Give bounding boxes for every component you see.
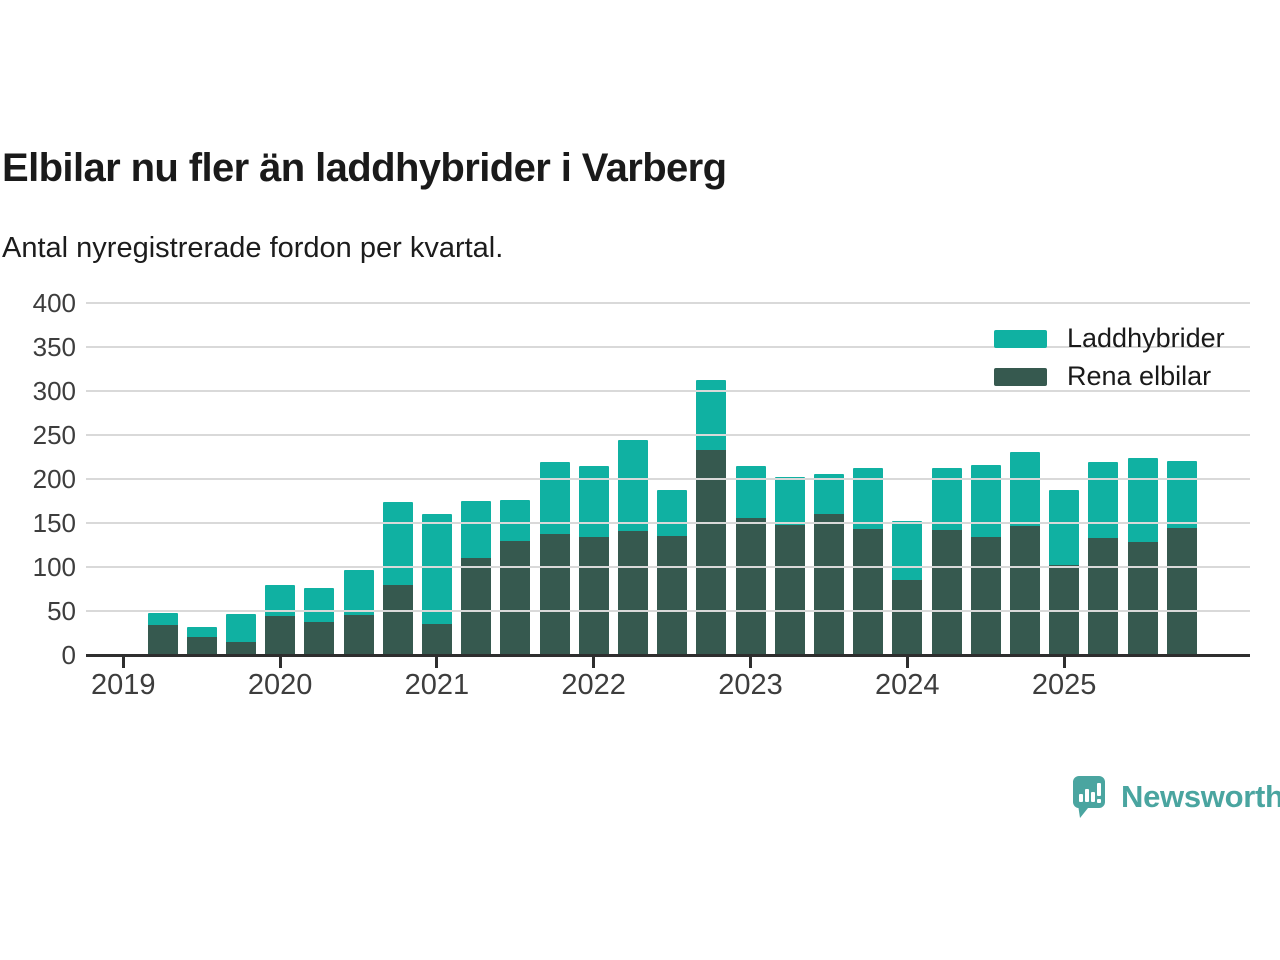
bar-segment-rena-elbilar	[657, 536, 688, 655]
bar-segment-rena-elbilar	[774, 524, 805, 655]
x-axis-tick-label: 2020	[247, 669, 313, 701]
x-axis-tick	[435, 657, 439, 668]
x-axis-tick	[592, 657, 596, 668]
bar-segment-rena-elbilar	[265, 616, 296, 655]
bar-segment-rena-elbilar	[578, 537, 609, 655]
bar-segment-laddhybrider	[382, 501, 413, 586]
bar-segment-laddhybrider	[657, 490, 688, 537]
bar-segment-rena-elbilar	[382, 585, 413, 655]
x-axis-tick	[121, 657, 125, 668]
legend-label-rena-elbilar: Rena elbilar	[1067, 361, 1212, 391]
gridline	[86, 434, 1250, 436]
gridline	[86, 390, 1250, 392]
legend-swatch-laddhybrider	[994, 329, 1047, 348]
bar-segment-laddhybrider	[931, 467, 962, 531]
y-axis-tick-label: 150	[32, 508, 76, 538]
legend-label-laddhybrider: Laddhybrider	[1067, 323, 1225, 353]
bar-segment-laddhybrider	[853, 467, 884, 530]
bar-segment-laddhybrider	[421, 514, 452, 625]
legend-swatch-rena-elbilar	[994, 367, 1047, 386]
bar-segment-laddhybrider	[1166, 461, 1197, 529]
x-axis-tick	[278, 657, 282, 668]
y-axis-tick-label: 300	[32, 376, 76, 406]
chart-subtitle: Antal nyregistrerade fordon per kvartal.	[2, 232, 504, 264]
bar-segment-rena-elbilar	[147, 625, 178, 655]
y-axis-tick-label: 100	[32, 552, 76, 582]
brand-footer: Newsworthy	[1072, 775, 1280, 819]
bar-segment-laddhybrider	[892, 521, 923, 581]
x-axis-tick	[905, 657, 909, 668]
bar-segment-laddhybrider	[735, 465, 766, 518]
x-axis-tick-label: 2019	[91, 669, 156, 701]
bar-segment-laddhybrider	[147, 612, 178, 626]
bar-segment-laddhybrider	[1049, 490, 1080, 566]
x-axis-line	[86, 654, 1250, 657]
bar-segment-laddhybrider	[617, 440, 648, 531]
bar-segment-laddhybrider	[304, 588, 335, 623]
y-axis-tick-label: 250	[32, 420, 76, 450]
bar-segment-rena-elbilar	[813, 514, 844, 655]
bar-segment-laddhybrider	[1009, 451, 1040, 526]
x-axis-tick-label: 2024	[875, 669, 940, 701]
gridline	[86, 302, 1250, 304]
y-axis-tick-label: 200	[32, 464, 76, 494]
bar-segment-rena-elbilar	[1127, 542, 1158, 655]
newsworthy-logo-icon	[1073, 776, 1105, 818]
bar-segment-rena-elbilar	[931, 530, 962, 655]
bar-segment-rena-elbilar	[892, 580, 923, 655]
bar-segment-rena-elbilar	[304, 622, 335, 655]
x-axis-tick-label: 2023	[718, 669, 783, 701]
y-axis-tick-label: 350	[32, 332, 76, 362]
bar-segment-rena-elbilar	[186, 637, 217, 655]
y-axis-tick-label: 0	[61, 640, 76, 670]
x-axis-tick-label: 2022	[561, 669, 626, 701]
legend-item-rena-elbilar: Rena elbilar	[994, 361, 1225, 391]
chart-title: Elbilar nu fler än laddhybrider i Varber…	[2, 146, 727, 190]
bar-segment-laddhybrider	[1088, 462, 1119, 538]
bar-segment-laddhybrider	[225, 613, 256, 642]
bar-segment-rena-elbilar	[343, 615, 374, 655]
bar-segment-laddhybrider	[1127, 457, 1158, 543]
bar-segment-rena-elbilar	[735, 517, 766, 655]
bar-segment-laddhybrider	[500, 500, 531, 542]
x-axis-tick	[1062, 657, 1066, 668]
bar-segment-rena-elbilar	[1166, 528, 1197, 655]
gridline	[86, 346, 1250, 348]
gridline	[86, 610, 1250, 612]
bar-segment-rena-elbilar	[970, 537, 1001, 655]
bar-segment-rena-elbilar	[461, 558, 492, 655]
bar-segment-rena-elbilar	[500, 541, 531, 655]
bar-segment-laddhybrider	[774, 477, 805, 525]
gridline	[86, 566, 1250, 568]
y-axis-tick-label: 400	[32, 288, 76, 318]
bar-segment-rena-elbilar	[1009, 525, 1040, 655]
x-axis-tick	[749, 657, 752, 668]
bar-segment-laddhybrider	[461, 501, 492, 559]
bar-segment-rena-elbilar	[853, 529, 884, 655]
bar-segment-rena-elbilar	[225, 641, 256, 655]
chart-legend: Laddhybrider Rena elbilar	[994, 323, 1225, 405]
y-axis-tick-label: 50	[47, 596, 76, 626]
x-axis-tick-label: 2025	[1031, 669, 1097, 701]
bar-segment-rena-elbilar	[539, 534, 570, 655]
legend-item-laddhybrider: Laddhybrider	[994, 323, 1225, 353]
gridline	[86, 522, 1250, 524]
bar-segment-laddhybrider	[813, 473, 844, 515]
bar-segment-laddhybrider	[343, 569, 374, 616]
gridline	[86, 478, 1250, 480]
bar-segment-rena-elbilar	[421, 624, 452, 655]
bar-segment-rena-elbilar	[617, 530, 648, 655]
brand-name: Newsworthy	[1121, 779, 1280, 814]
bar-segment-laddhybrider	[186, 626, 217, 638]
bar-segment-rena-elbilar	[1088, 537, 1119, 655]
bar-segment-laddhybrider	[970, 464, 1001, 538]
bar-segment-rena-elbilar	[696, 449, 727, 655]
bar-segment-laddhybrider	[578, 465, 609, 538]
x-axis-tick-label: 2021	[404, 669, 470, 701]
